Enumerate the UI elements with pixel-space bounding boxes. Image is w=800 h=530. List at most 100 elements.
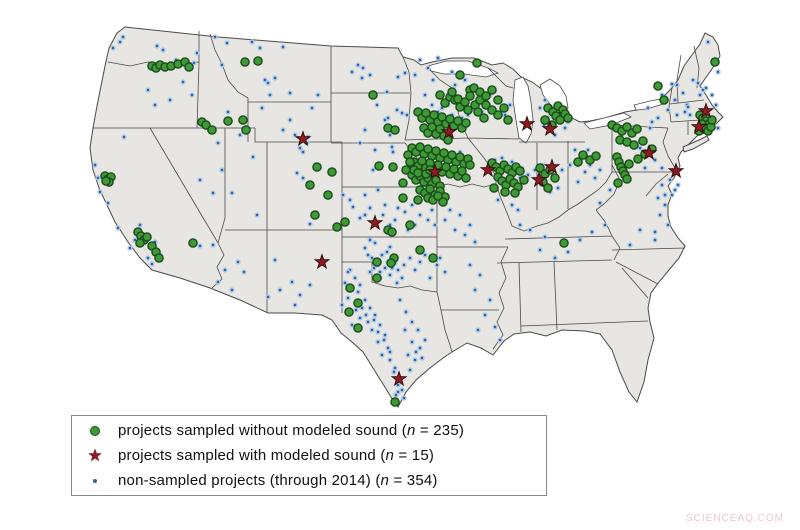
green-marker [207,125,217,135]
green-marker [344,307,354,317]
green-marker [142,232,152,242]
blue-marker [645,105,651,111]
blue-marker [292,132,298,138]
green-marker [629,140,639,150]
blue-marker [115,225,121,231]
blue-marker [137,222,143,228]
blue-marker [597,200,603,206]
star-marker [313,253,331,270]
blue-marker [697,92,703,98]
blue-marker [394,107,400,113]
blue-marker [665,107,671,113]
blue-marker [367,237,373,243]
blue-marker [339,302,345,308]
blue-marker [672,97,678,103]
green-marker [323,190,333,200]
green-marker [550,173,560,183]
green-marker [413,195,423,205]
blue-marker [197,177,203,183]
blue-marker [417,345,423,351]
green-marker [345,283,355,293]
blue-marker [95,175,101,181]
blue-marker [669,192,675,198]
blue-marker [167,97,173,103]
blue-marker [495,197,501,203]
blue-marker [682,109,688,115]
blue-marker [589,229,595,235]
blue-marker [359,75,365,81]
blue-marker [434,262,440,268]
blue-marker [419,355,425,361]
blue-marker [379,352,385,358]
green-marker [340,217,350,227]
blue-marker [401,262,407,268]
blue-marker [402,70,408,76]
green-marker [487,85,497,95]
blue-marker [627,242,633,248]
legend: projects sampled without modeled sound (… [71,415,547,496]
blue-marker [219,167,225,173]
legend-label: non-sampled projects (through 2014) (n =… [118,472,438,489]
blue-marker [422,337,428,343]
blue-marker [585,147,591,153]
blue-marker [280,127,286,133]
blue-marker [145,87,151,93]
blue-marker [674,82,680,88]
blue-marker [367,305,373,311]
blue-marker [297,145,303,151]
blue-marker [442,217,448,223]
blue-marker [265,294,271,300]
green-marker [633,154,643,164]
blue-marker [572,147,578,153]
lake-superior [427,60,500,78]
blue-marker [385,115,391,121]
blue-marker [160,47,166,53]
blue-marker [300,175,306,181]
state-borders [93,31,705,353]
blue-marker [392,365,398,371]
green-marker [327,167,337,177]
blue-marker [210,190,216,196]
green-marker [543,183,553,193]
blue-marker [602,222,608,228]
blue-marker [565,249,571,255]
blue-marker [372,240,378,246]
blue-marker [401,395,407,401]
green-marker [353,298,363,308]
blue-marker [409,319,415,325]
green-marker [473,107,483,117]
blue-marker [127,245,133,251]
blue-marker [652,237,658,243]
blue-marker [315,92,321,98]
blue-marker [417,57,423,63]
blue-marker [427,275,433,281]
green-marker [387,227,397,237]
blue-marker [362,212,368,218]
green-marker [457,166,467,176]
green-marker [223,116,233,126]
blue-marker [309,105,315,111]
blue-marker [472,287,478,293]
blue-marker [249,39,255,45]
blue-marker [369,255,375,261]
star-marker [640,144,658,161]
blue-marker [402,327,408,333]
blue-marker [649,119,655,125]
blue-marker [362,192,368,198]
green-marker [622,122,632,132]
blue-marker [241,269,247,275]
blue-marker [357,140,363,146]
blue-marker [382,332,388,338]
blue-marker [492,324,498,330]
green-marker [372,257,382,267]
blue-marker [360,65,366,71]
blue-marker [705,39,711,45]
blue-marker [229,190,235,196]
blue-marker [382,202,388,208]
blue-marker [362,245,368,251]
blue-marker [287,90,293,96]
green-marker [332,222,342,232]
blue-marker [372,147,378,153]
blue-marker [477,272,483,278]
